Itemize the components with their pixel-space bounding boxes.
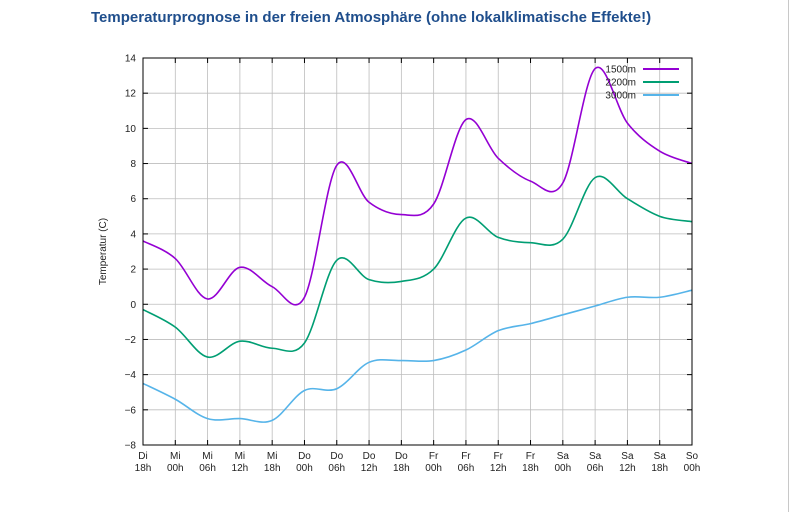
legend-label: 1500m bbox=[605, 65, 636, 76]
x-tick-label-hour: 12h bbox=[232, 463, 249, 474]
y-tick-label: 0 bbox=[130, 300, 136, 311]
y-tick-label: 4 bbox=[130, 229, 136, 240]
y-tick-label: −2 bbox=[125, 335, 137, 346]
x-tick-label-hour: 06h bbox=[328, 463, 345, 474]
x-tick-label-day: Do bbox=[298, 451, 311, 462]
x-tick-label-hour: 06h bbox=[587, 463, 604, 474]
x-tick-label-hour: 00h bbox=[684, 463, 701, 474]
x-tick-label-day: Sa bbox=[621, 451, 634, 462]
y-axis-ticks: −8 −6 −4 −2 0 2 4 6 8 10 12 14 bbox=[125, 54, 692, 452]
x-axis-ticks: Di18hMi00hMi06hMi12hMi18hDo00hDo06hDo12h… bbox=[135, 58, 701, 474]
x-tick-label-hour: 12h bbox=[490, 463, 507, 474]
x-tick-label-day: Fr bbox=[429, 451, 439, 462]
x-tick-label-day: Fr bbox=[494, 451, 504, 462]
grid-layer bbox=[142, 57, 693, 446]
x-tick-label-day: So bbox=[686, 451, 699, 462]
x-tick-label-day: Fr bbox=[461, 451, 471, 462]
legend-label: 2200m bbox=[605, 78, 636, 89]
x-tick-label-hour: 18h bbox=[135, 463, 152, 474]
x-tick-label-hour: 18h bbox=[522, 463, 539, 474]
x-tick-label-day: Mi bbox=[267, 451, 278, 462]
x-tick-label-hour: 00h bbox=[425, 463, 442, 474]
y-tick-label: 10 bbox=[125, 124, 137, 135]
x-tick-label-hour: 06h bbox=[199, 463, 216, 474]
page-title: Temperaturprognose in der freien Atmosph… bbox=[91, 9, 652, 26]
x-tick-label-hour: 06h bbox=[458, 463, 475, 474]
x-tick-label-day: Sa bbox=[589, 451, 602, 462]
x-tick-label-hour: 18h bbox=[264, 463, 281, 474]
x-tick-label-hour: 00h bbox=[167, 463, 184, 474]
x-tick-label-day: Do bbox=[363, 451, 376, 462]
x-tick-label-hour: 00h bbox=[296, 463, 313, 474]
x-tick-label-day: Fr bbox=[526, 451, 536, 462]
plot-frame bbox=[142, 57, 693, 446]
x-tick-label-day: Sa bbox=[557, 451, 570, 462]
x-tick-label-day: Mi bbox=[235, 451, 246, 462]
x-tick-label-day: Mi bbox=[170, 451, 181, 462]
y-tick-label: 8 bbox=[130, 159, 136, 170]
y-tick-label: −6 bbox=[125, 405, 137, 416]
y-axis-label: Temperatur (C) bbox=[98, 218, 109, 285]
x-tick-label-hour: 12h bbox=[619, 463, 636, 474]
x-tick-label-day: Do bbox=[330, 451, 343, 462]
x-tick-label-hour: 18h bbox=[393, 463, 410, 474]
x-tick-label-hour: 18h bbox=[651, 463, 668, 474]
page-border bbox=[788, 0, 789, 512]
legend: 1500m 2200m 3000m bbox=[605, 65, 679, 102]
series-line-1500m bbox=[142, 66, 693, 306]
y-tick-label: 2 bbox=[130, 265, 136, 276]
x-tick-label-day: Mi bbox=[202, 451, 213, 462]
series-layer bbox=[142, 66, 693, 423]
series-line-2200m bbox=[142, 175, 693, 358]
x-tick-label-day: Sa bbox=[654, 451, 667, 462]
y-tick-label: −4 bbox=[125, 370, 137, 381]
legend-label: 3000m bbox=[605, 91, 636, 102]
x-tick-label-hour: 00h bbox=[554, 463, 571, 474]
y-tick-label: −8 bbox=[125, 441, 137, 452]
x-tick-label-day: Di bbox=[138, 451, 147, 462]
x-tick-label-day: Do bbox=[395, 451, 408, 462]
series-line-3000m bbox=[142, 289, 693, 423]
y-tick-label: 6 bbox=[130, 194, 136, 205]
x-tick-label-hour: 12h bbox=[361, 463, 378, 474]
y-tick-label: 14 bbox=[125, 54, 137, 65]
y-tick-label: 12 bbox=[125, 89, 137, 100]
